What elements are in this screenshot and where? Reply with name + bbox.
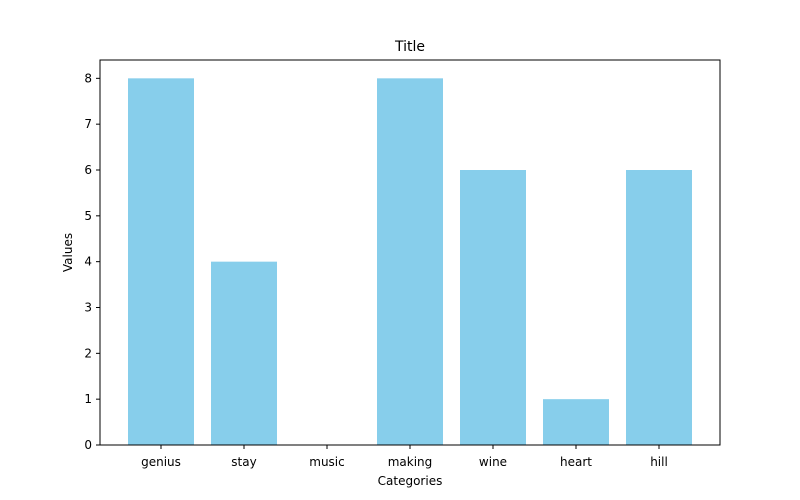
y-tick-label: 6	[84, 163, 92, 177]
y-tick-label: 3	[84, 301, 92, 315]
bar-wine	[460, 170, 526, 445]
x-tick-label: music	[309, 455, 344, 469]
x-tick-label: wine	[479, 455, 507, 469]
y-axis-label: Values	[61, 233, 75, 272]
bar-heart	[543, 399, 609, 445]
x-axis-label: Categories	[378, 474, 443, 488]
y-tick-label: 2	[84, 346, 92, 360]
chart-title: Title	[394, 39, 425, 55]
bar-stay	[211, 261, 277, 445]
bar-making	[377, 78, 443, 445]
y-tick-label: 5	[84, 209, 92, 223]
y-tick-label: 7	[84, 117, 92, 131]
y-tick-label: 8	[84, 71, 92, 85]
y-tick-label: 0	[84, 438, 92, 452]
x-tick-label: genius	[141, 455, 181, 469]
x-tick-label: making	[388, 455, 433, 469]
y-axis-ticks: 0 1 2 3 4 5 6 7 8	[84, 71, 100, 452]
y-tick-label: 4	[84, 255, 92, 269]
x-axis-ticks: genius stay music making wine heart hill	[141, 445, 668, 469]
x-tick-label: stay	[231, 455, 256, 469]
plot-frame	[99, 59, 721, 446]
y-tick-label: 1	[84, 392, 92, 406]
bars-group	[128, 78, 692, 445]
x-tick-label: hill	[650, 455, 668, 469]
bar-hill	[626, 170, 692, 445]
x-tick-label: heart	[560, 455, 592, 469]
bar-genius	[128, 78, 194, 445]
